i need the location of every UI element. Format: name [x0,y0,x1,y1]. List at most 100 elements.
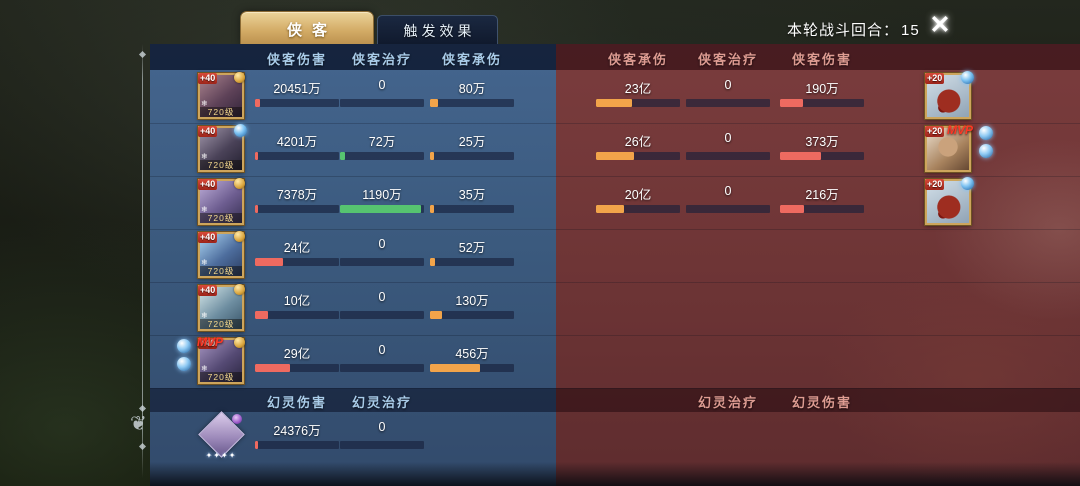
stat-bar [430,258,514,266]
stat-bar-fill [255,441,258,449]
enhance-badge: +40 [198,338,218,349]
pet-column-header-left: 幻灵治疗 [351,395,413,410]
stat-bar [340,311,424,319]
mvp-badge: MVP [197,335,224,349]
stat-value: 0 [378,78,386,92]
stat-cell: 0 [686,176,770,229]
stat-cell: 20451万 [255,70,339,123]
stat-cell: 23亿 [596,70,680,123]
stat-cell: 373万 [780,123,864,176]
avatar[interactable]: +40 720级 ❄ [198,284,245,331]
avatar[interactable]: +20 [925,177,974,225]
enhance-badge: +20 [925,73,945,84]
stat-bar [596,99,680,107]
stat-bar-fill [596,99,633,107]
avatar[interactable]: +40 MVP 720级 ❄ [197,335,245,384]
stat-value: 373万 [805,135,839,149]
stat-bar-fill [255,99,261,107]
stat-value: 23亿 [624,82,652,96]
stat-bar [430,99,514,107]
stat-value: 130万 [455,294,489,308]
pet-column-header-right: 幻灵伤害 [791,395,853,410]
divider-line [142,44,143,478]
stat-bar [686,205,770,213]
stat-bar [255,152,339,160]
stat-cell: 0 [340,70,424,123]
pet-header-strip: 幻灵伤害 幻灵治疗 幻灵治疗 幻灵伤害 [150,388,1080,412]
stat-value: 20451万 [273,82,321,96]
stat-value: 26亿 [624,135,652,149]
stat-bar [430,205,514,213]
stat-bar-fill [430,205,435,213]
stat-cell: 0 [686,123,770,176]
stat-bar [780,152,864,160]
stat-bar-fill [780,152,822,160]
level-badge: 720级 [200,160,242,170]
stat-cell: 7378万 [255,176,339,229]
avatar[interactable]: +40 720级 ❄ [198,231,245,278]
lotus-ornament: ❦ [130,413,147,435]
stats-table: 侠客伤害 侠客治疗 侠客承伤 侠客承伤 侠客治疗 侠客伤害 幻灵伤害 幻灵治疗 幻灵治疗 幻灵伤… [150,44,1080,486]
tab-trigger-effects[interactable]: 触发效果 [377,15,498,46]
stat-bar-fill [255,258,283,266]
buff-orb-icon [177,357,191,371]
avatar[interactable]: +40 720级 ❄ [198,72,245,119]
stat-value: 0 [378,420,386,434]
stat-bar [780,99,864,107]
column-header-left: 侠客伤害 [266,52,328,67]
stat-bar [340,152,424,160]
stat-cell: 80万 [430,70,514,123]
medal-icon [234,72,245,83]
stat-bar-fill [255,205,259,213]
stat-bar-fill [255,311,268,319]
avatar[interactable]: +40 720级 ❄ [198,124,247,172]
stat-bar [340,441,424,449]
stat-bar [340,364,424,372]
stat-value: 190万 [805,82,839,96]
stat-value: 80万 [458,82,486,96]
stat-bar [780,205,864,213]
avatar[interactable]: +40 720级 ❄ [198,178,245,225]
stat-cell: 52万 [430,229,514,282]
avatar[interactable]: +20 [925,71,974,119]
stat-cell: 25万 [430,123,514,176]
snowflake-icon: ❄ [201,152,208,161]
stat-cell: 1190万 [340,176,424,229]
enhance-badge: +40 [198,126,218,137]
stat-value: 20亿 [624,188,652,202]
enhance-badge: +40 [198,73,218,84]
stat-bar-fill [780,205,805,213]
avatar[interactable]: +20 MVP [925,123,973,172]
stat-bar-fill [430,258,436,266]
stat-value: 1190万 [362,188,402,202]
stat-cell: 20亿 [596,176,680,229]
stat-bar-fill [430,311,442,319]
hero-row: +40 720级 ❄ 4201万 72万 25万 26亿 0 373万 +20 MVP [150,123,1080,177]
gem-icon [961,71,974,84]
stat-cell: 0 [340,229,424,282]
stat-bar [340,205,424,213]
stat-bar [340,99,424,107]
stat-value: 0 [724,78,732,92]
medal-icon [234,337,245,348]
snowflake-icon: ❄ [201,99,208,108]
enhance-badge: +40 [198,285,218,296]
level-badge: 720级 [200,266,242,276]
stat-value: 0 [724,184,732,198]
stat-bar [430,364,514,372]
pet-avatar[interactable]: ✦✦✦✦ [198,411,245,460]
stat-cell: 0 [340,412,424,468]
level-badge: 720级 [200,213,242,223]
tab-hero[interactable]: 侠客 [240,11,374,46]
stat-value: 10亿 [283,294,311,308]
hero-row: +40 720级 ❄ 10亿 0 130万 [150,282,1080,336]
stat-bar [596,205,680,213]
bottom-fade [150,462,1080,486]
stat-cell: 0 [686,70,770,123]
stat-value: 29亿 [283,347,311,361]
stat-cell: 26亿 [596,123,680,176]
stat-value: 0 [378,237,386,251]
close-icon[interactable]: ✕ [929,11,951,39]
stat-cell: 456万 [430,335,514,388]
